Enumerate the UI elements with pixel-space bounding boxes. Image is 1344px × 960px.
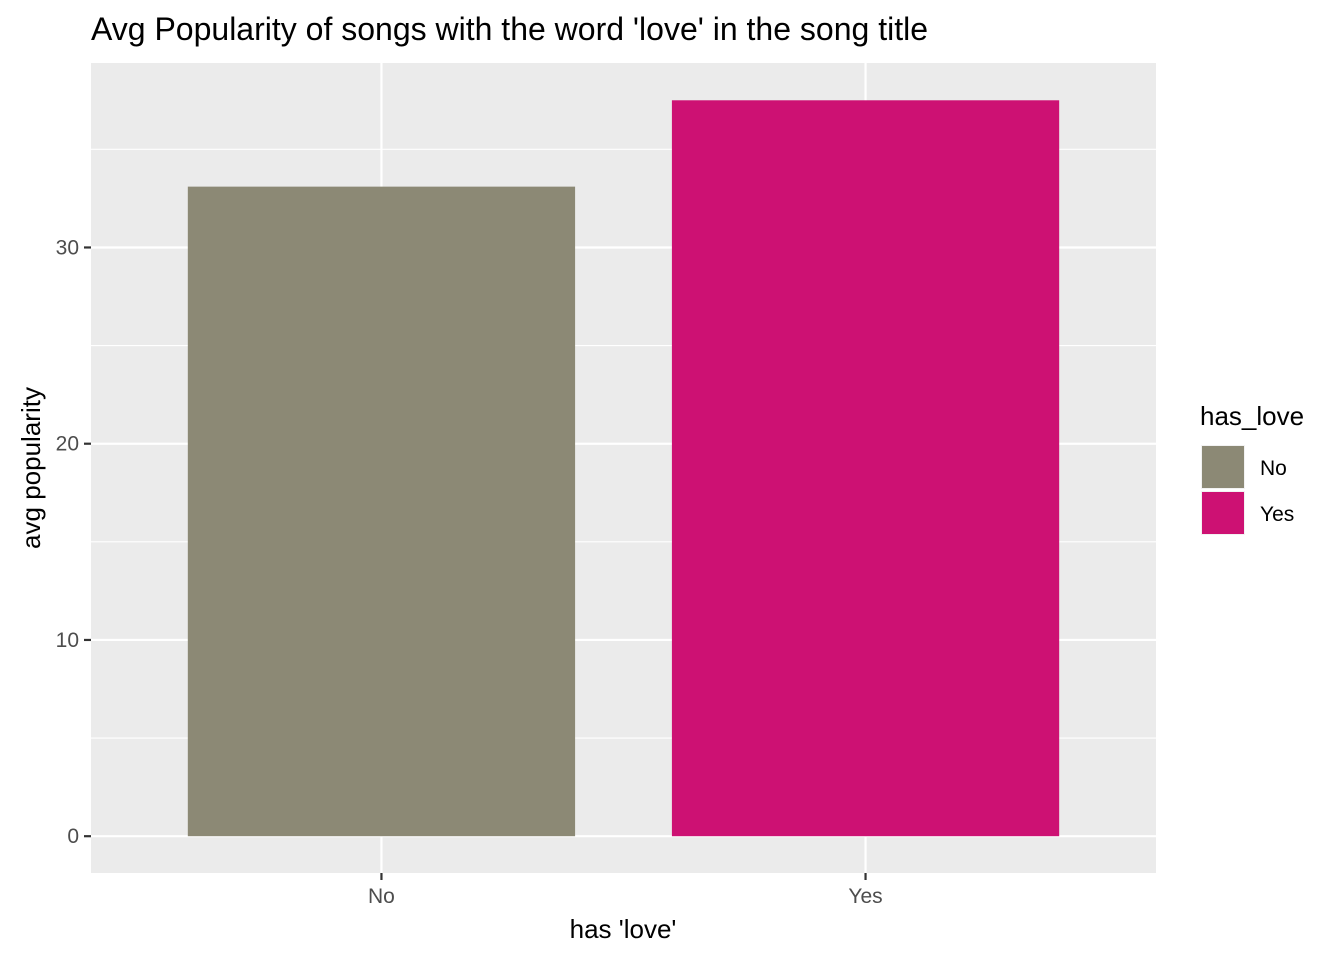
x-axis: No Yes [368, 873, 883, 908]
legend-label-yes: Yes [1260, 503, 1294, 526]
legend-title: has_love [1200, 401, 1304, 431]
legend-swatch-no [1202, 446, 1244, 488]
y-axis: 0 10 20 30 [56, 236, 91, 848]
y-axis-title: avg popularity [16, 387, 46, 549]
y-tick-label: 30 [56, 236, 79, 259]
chart-title: Avg Popularity of songs with the word 'l… [91, 11, 928, 47]
x-axis-title: has 'love' [570, 914, 677, 944]
y-tick-label: 10 [56, 629, 79, 652]
x-tick-label: No [368, 885, 395, 908]
bar-yes [671, 100, 1060, 837]
legend-swatch-yes [1202, 492, 1244, 534]
y-tick-label: 0 [67, 825, 79, 848]
x-tick-label: Yes [848, 885, 882, 908]
legend: has_love No Yes [1200, 401, 1304, 535]
bar-no [187, 186, 576, 837]
legend-label-no: No [1260, 457, 1287, 480]
bars [187, 100, 1060, 837]
y-tick-label: 20 [56, 433, 79, 456]
